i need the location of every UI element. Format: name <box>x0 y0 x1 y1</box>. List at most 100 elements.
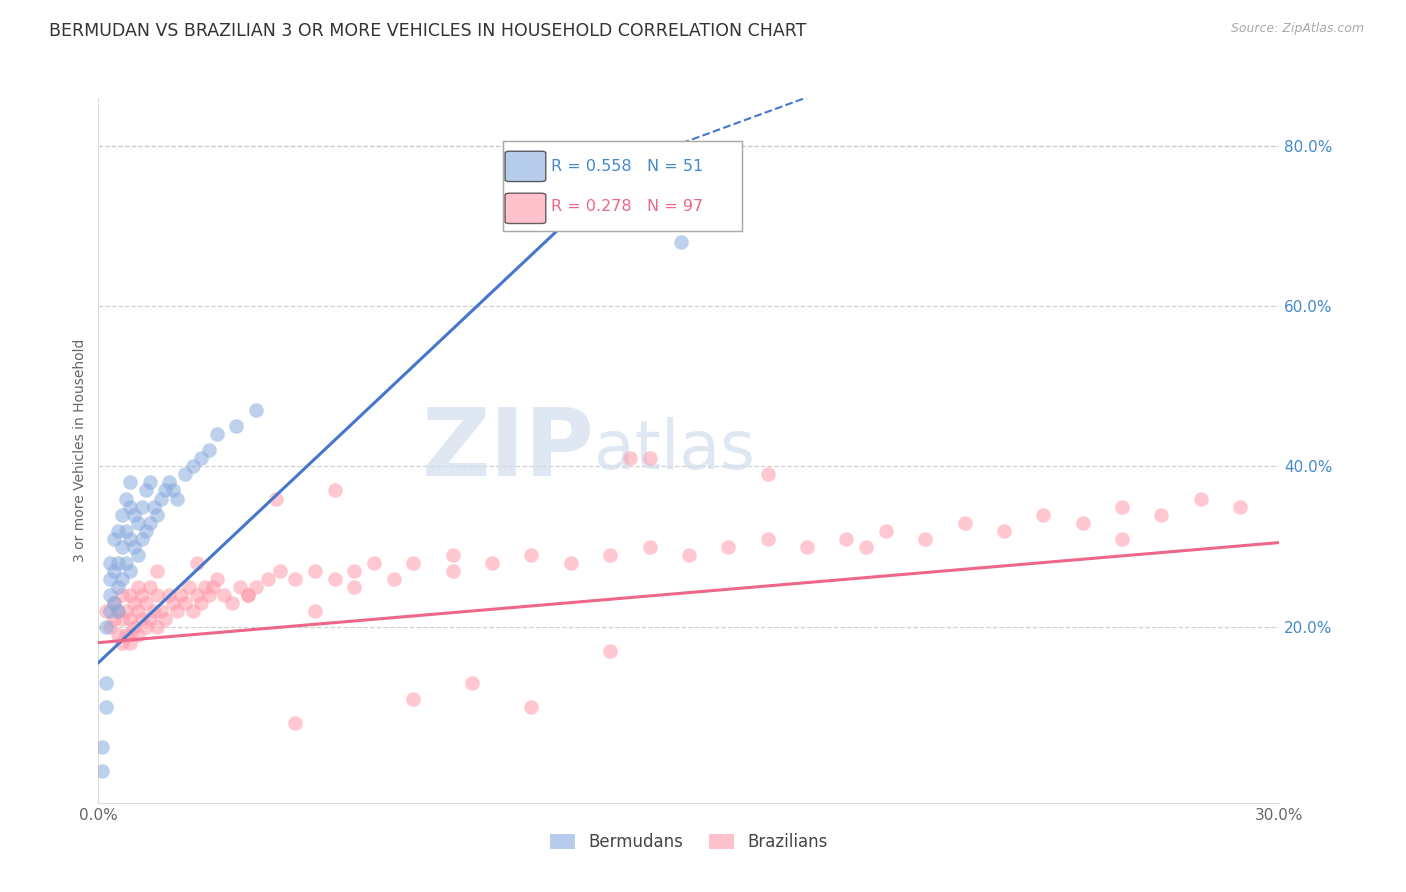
Bermudans <box>135 524 157 538</box>
Brazilians <box>135 596 157 610</box>
Brazilians <box>520 548 543 562</box>
Bermudans <box>107 556 129 570</box>
Text: R = 0.558   N = 51: R = 0.558 N = 51 <box>551 159 703 174</box>
Brazilians <box>127 604 149 618</box>
Brazilians <box>229 580 252 594</box>
Bermudans <box>91 764 114 778</box>
Brazilians <box>127 580 149 594</box>
Brazilians <box>107 604 129 618</box>
Bermudans <box>138 516 160 530</box>
Brazilians <box>953 516 976 530</box>
Bermudans <box>142 500 165 514</box>
Brazilians <box>131 612 153 626</box>
Brazilians <box>1032 508 1054 522</box>
Bermudans <box>190 451 212 466</box>
Text: BERMUDAN VS BRAZILIAN 3 OR MORE VEHICLES IN HOUSEHOLD CORRELATION CHART: BERMUDAN VS BRAZILIAN 3 OR MORE VEHICLES… <box>49 22 807 40</box>
Brazilians <box>194 580 217 594</box>
Bermudans <box>98 572 121 586</box>
Brazilians <box>560 556 582 570</box>
Brazilians <box>127 627 149 641</box>
Brazilians <box>186 588 208 602</box>
Bermudans <box>107 580 129 594</box>
Brazilians <box>166 604 188 618</box>
Brazilians <box>717 540 740 554</box>
Brazilians <box>197 588 219 602</box>
Brazilians <box>98 619 121 633</box>
Bermudans <box>103 596 125 610</box>
Bermudans <box>103 532 125 546</box>
Brazilians <box>118 612 141 626</box>
Brazilians <box>122 619 145 633</box>
Brazilians <box>103 596 125 610</box>
Bermudans <box>197 443 219 458</box>
Bermudans <box>162 483 184 498</box>
Brazilians <box>115 627 138 641</box>
Bermudans <box>155 483 177 498</box>
Brazilians <box>118 635 141 649</box>
Bermudans <box>127 548 149 562</box>
Bermudans <box>107 524 129 538</box>
Brazilians <box>284 715 307 730</box>
Text: Source: ZipAtlas.com: Source: ZipAtlas.com <box>1230 22 1364 36</box>
Bermudans <box>157 475 180 490</box>
Brazilians <box>402 556 425 570</box>
Bermudans <box>138 475 160 490</box>
Brazilians <box>1150 508 1173 522</box>
Brazilians <box>146 619 169 633</box>
Brazilians <box>170 588 193 602</box>
Bermudans <box>98 588 121 602</box>
Brazilians <box>177 580 200 594</box>
Brazilians <box>142 604 165 618</box>
Bermudans <box>131 500 153 514</box>
Bermudans <box>181 459 204 474</box>
Brazilians <box>796 540 818 554</box>
Brazilians <box>181 604 204 618</box>
Brazilians <box>122 596 145 610</box>
Brazilians <box>835 532 858 546</box>
Brazilians <box>245 580 267 594</box>
Bermudans <box>91 739 114 754</box>
Bermudans <box>111 508 134 522</box>
Brazilians <box>214 588 236 602</box>
Text: R = 0.278   N = 97: R = 0.278 N = 97 <box>551 199 703 214</box>
Brazilians <box>162 596 184 610</box>
Brazilians <box>186 556 208 570</box>
Brazilians <box>146 588 169 602</box>
Brazilians <box>1189 491 1212 506</box>
Brazilians <box>855 540 877 554</box>
Brazilians <box>323 572 346 586</box>
Y-axis label: 3 or more Vehicles in Household: 3 or more Vehicles in Household <box>73 339 87 562</box>
Brazilians <box>111 635 134 649</box>
Brazilians <box>461 675 484 690</box>
Bermudans <box>115 524 138 538</box>
Brazilians <box>756 532 779 546</box>
Bermudans <box>174 467 197 482</box>
Brazilians <box>323 483 346 498</box>
Brazilians <box>236 588 259 602</box>
Brazilians <box>256 572 278 586</box>
Brazilians <box>155 612 177 626</box>
Brazilians <box>619 451 641 466</box>
Brazilians <box>1229 500 1251 514</box>
Bermudans <box>135 483 157 498</box>
Brazilians <box>520 699 543 714</box>
Brazilians <box>111 612 134 626</box>
Brazilians <box>146 564 169 578</box>
Bermudans <box>166 491 188 506</box>
Brazilians <box>103 612 125 626</box>
Brazilians <box>205 572 228 586</box>
Bermudans <box>122 508 145 522</box>
FancyBboxPatch shape <box>505 152 546 182</box>
Brazilians <box>174 596 197 610</box>
Brazilians <box>363 556 385 570</box>
Bermudans <box>205 427 228 442</box>
Bermudans <box>96 699 118 714</box>
Bermudans <box>118 532 141 546</box>
Brazilians <box>269 564 291 578</box>
Brazilians <box>150 604 173 618</box>
Bermudans <box>122 540 145 554</box>
Brazilians <box>914 532 936 546</box>
Brazilians <box>111 588 134 602</box>
Brazilians <box>1111 500 1133 514</box>
Brazilians <box>599 548 621 562</box>
